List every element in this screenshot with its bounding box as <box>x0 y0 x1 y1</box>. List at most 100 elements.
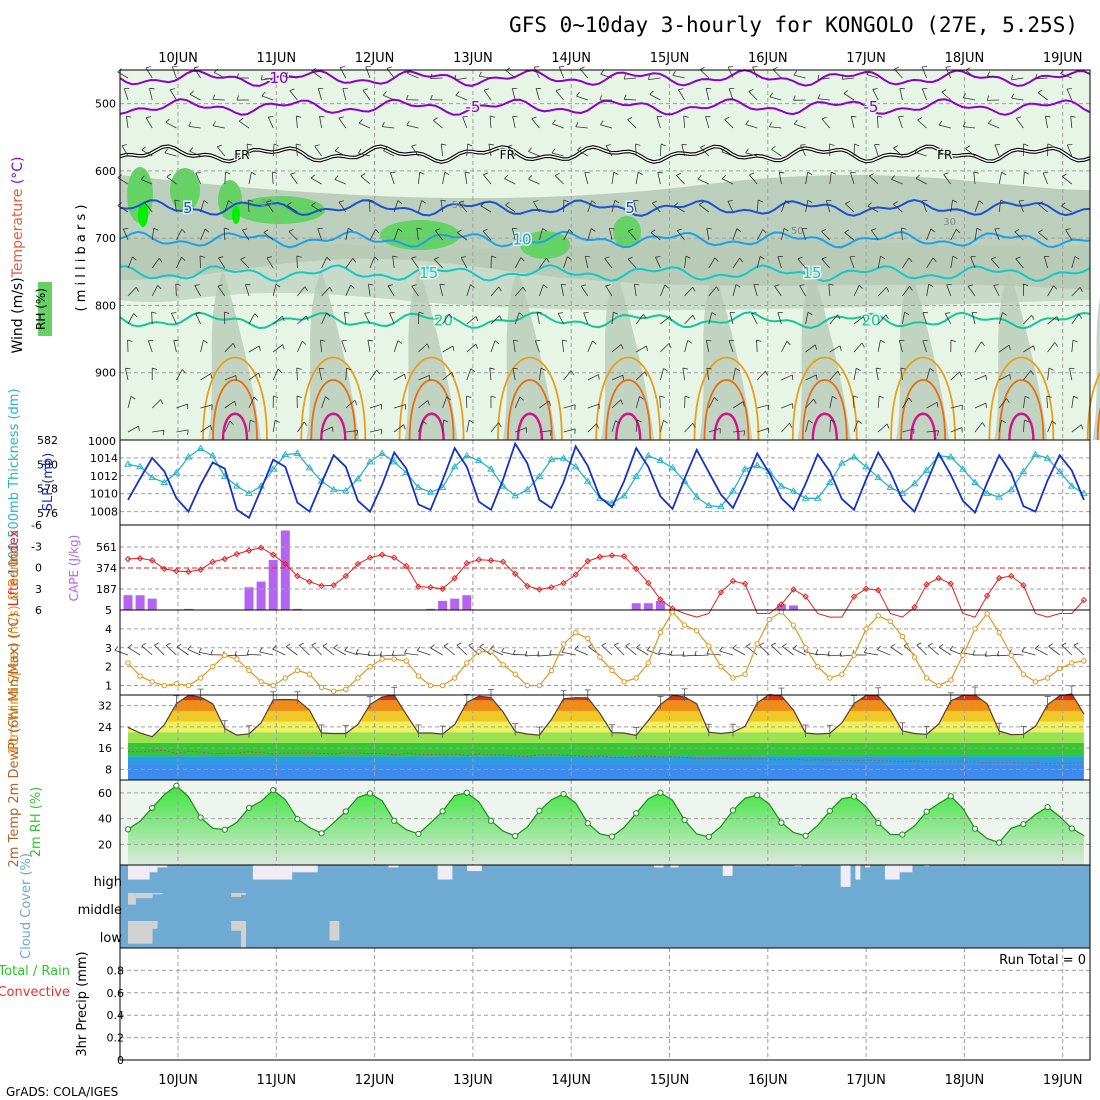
wind-barb-flag <box>1061 202 1066 207</box>
wind-barb-flag <box>614 642 619 646</box>
wind-barb <box>296 367 298 381</box>
thickness-marker <box>390 457 399 465</box>
wind-barb-flag <box>793 119 798 125</box>
lifted-index-marker <box>439 585 446 592</box>
wind-barb <box>393 228 399 241</box>
tick-label: 1 <box>105 680 112 693</box>
wind-barb <box>877 286 887 297</box>
wind-barb <box>368 199 371 213</box>
wind-barb <box>627 258 637 269</box>
wind-barb <box>756 256 761 269</box>
wind-barb <box>1066 144 1073 157</box>
thickness-marker <box>462 451 471 459</box>
cape-bar <box>184 608 193 610</box>
wind-barb <box>1018 200 1024 213</box>
wind-barb-flag <box>636 419 642 423</box>
contour-25 <box>693 356 760 441</box>
wind-barb-flag <box>1070 115 1076 118</box>
wind-barb <box>563 428 576 433</box>
rh-marker <box>875 819 882 827</box>
wind-barb <box>1071 256 1076 269</box>
wind-barb <box>792 648 806 656</box>
wind-barb <box>700 147 710 157</box>
wind-barb-flag <box>600 120 604 125</box>
thickness-marker <box>305 463 314 471</box>
wind-barb <box>200 404 213 409</box>
wind-barb <box>317 88 322 101</box>
wind-barb-flag <box>1046 395 1052 398</box>
wind-barb-flag <box>391 650 395 656</box>
wind-barb <box>151 285 159 297</box>
wind-barb-flag <box>225 171 231 175</box>
wind-barb-flag <box>203 339 208 344</box>
wind-barb-flag <box>435 228 441 231</box>
wind-barb <box>266 257 274 269</box>
wind-barb-flag <box>821 116 827 120</box>
thickness-marker <box>136 462 144 470</box>
wind-barb <box>829 396 833 409</box>
rh-marker <box>1068 825 1075 832</box>
wind-barb <box>200 424 211 433</box>
wind-barb-flag <box>121 144 127 147</box>
wind-speed-marker <box>645 660 651 666</box>
wind-barb-flag <box>311 202 316 206</box>
tick-label: 0 <box>35 562 42 575</box>
wind-barb <box>994 228 1000 241</box>
rh-marker <box>657 789 664 796</box>
wind-barb-flag <box>228 200 233 204</box>
wind-barb-flag <box>282 344 285 350</box>
wind-barb-flag <box>915 174 920 179</box>
wind-speed-marker <box>742 671 748 677</box>
wind-barb <box>114 649 129 656</box>
wind-barb <box>411 285 419 297</box>
wind-barb-flag <box>628 228 634 232</box>
wind-barb <box>311 70 322 79</box>
wind-barb-flag <box>604 256 610 259</box>
wind-barb <box>321 257 328 269</box>
wind-barb-flag <box>498 422 502 428</box>
wind-barb-flag <box>877 645 881 650</box>
lifted-index-marker <box>403 562 410 570</box>
wind-barb-flag <box>697 175 702 180</box>
wind-barb <box>1037 92 1048 101</box>
tick-label: 0.8 <box>107 964 125 977</box>
wind-barb-flag <box>274 419 280 423</box>
wind-barb-flag <box>475 316 479 322</box>
wind-barb-flag <box>1015 256 1021 260</box>
wind-barb-flag <box>908 397 913 402</box>
wind-barb-flag <box>643 314 647 319</box>
wind-barb-flag <box>404 374 406 380</box>
wind-barb-flag <box>813 398 817 404</box>
tick-label: -3 <box>31 540 42 553</box>
wind-barb <box>442 345 454 353</box>
wind-barb-flag <box>483 172 489 176</box>
wind-barb-flag <box>808 420 813 424</box>
contour-25 <box>497 356 563 441</box>
wind-barb <box>728 340 734 353</box>
rh-plume <box>502 270 556 440</box>
wind-barb <box>998 172 1002 185</box>
thickness-marker <box>450 462 459 470</box>
wind-barb-flag <box>699 67 705 71</box>
tick-label: 1014 <box>90 452 118 465</box>
wind-barb-flag <box>845 201 850 205</box>
lifted-index-marker <box>923 581 930 588</box>
wind-speed-marker <box>270 682 276 689</box>
wind-barb <box>466 144 469 157</box>
wind-barb <box>587 374 599 381</box>
wind-barb <box>200 200 205 213</box>
wind-barb-flag <box>765 371 769 376</box>
wind-barb-flag <box>427 400 430 406</box>
tick-label: 576 <box>37 507 58 520</box>
wind-barb-flag <box>187 429 189 435</box>
tick-label: 580 <box>37 458 58 471</box>
wind-barb-flag <box>310 174 316 179</box>
wind-barb <box>188 125 201 129</box>
wind-barb-flag <box>938 120 943 126</box>
top-date-label: 16JUN <box>748 51 788 66</box>
thickness-marker <box>208 451 217 459</box>
wind-barb <box>1071 340 1074 353</box>
wind-barb-flag <box>319 115 325 118</box>
lifted-index-marker <box>318 582 325 590</box>
wind-barb <box>817 98 830 101</box>
